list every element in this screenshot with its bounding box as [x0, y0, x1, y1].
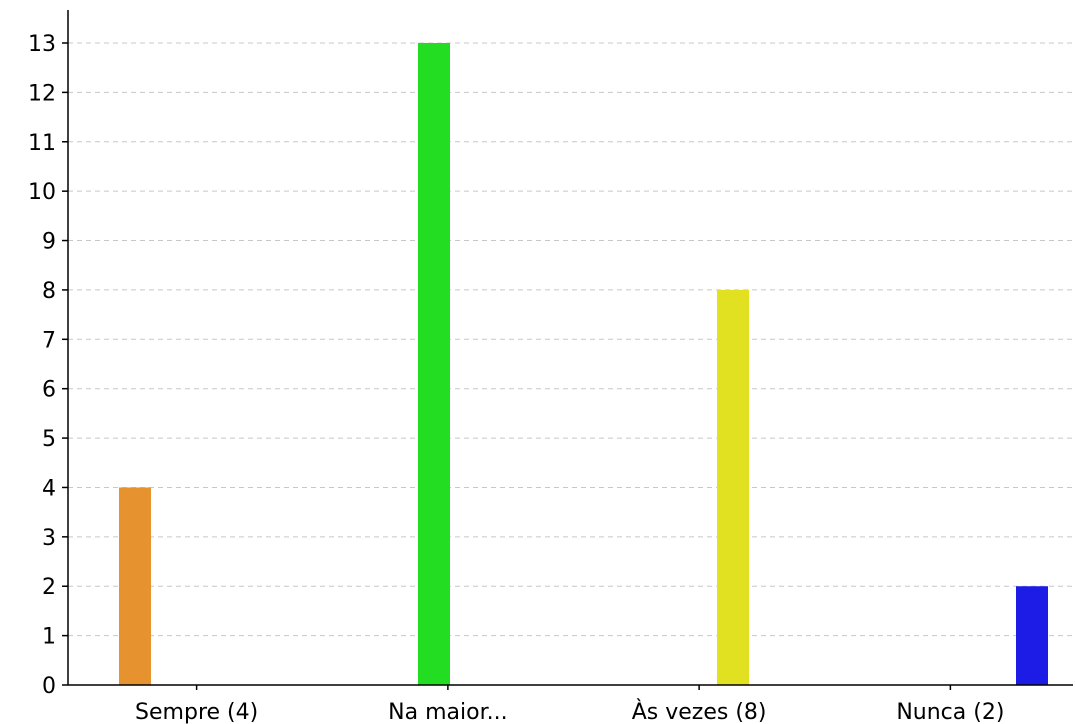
x-tick-label: Sempre (4) — [135, 700, 258, 724]
y-tick-label: 3 — [42, 526, 56, 551]
y-tick-label: 8 — [42, 279, 56, 304]
y-tick-label: 12 — [28, 81, 56, 106]
x-tick-label: Na maior... — [388, 700, 507, 724]
x-tick-labels: Sempre (4) Na maior... Às vezes (8) Nunca (… — [135, 685, 1004, 724]
y-tick-label: 6 — [42, 378, 56, 403]
y-tick-label: 0 — [42, 674, 56, 699]
y-tick-label: 2 — [42, 575, 56, 600]
y-tick-label: 1 — [42, 625, 56, 650]
y-tick-label: 10 — [28, 180, 56, 205]
y-tick-label: 11 — [28, 131, 56, 156]
bar-4 — [1016, 586, 1048, 685]
gridlines — [68, 42, 1073, 637]
bar-3 — [717, 289, 749, 685]
bars — [119, 43, 1048, 685]
y-tick-label: 7 — [42, 328, 56, 353]
y-tick-label: 4 — [42, 476, 56, 501]
y-tick-label: 5 — [42, 427, 56, 452]
bar-2 — [418, 43, 450, 685]
y-tick-label: 13 — [28, 32, 56, 57]
x-tick-label: Às vezes (8) — [632, 699, 767, 724]
y-tick-label: 9 — [42, 230, 56, 255]
bar-1 — [119, 487, 151, 685]
axes — [67, 10, 1073, 686]
x-tick-label: Nunca (2) — [896, 700, 1004, 724]
